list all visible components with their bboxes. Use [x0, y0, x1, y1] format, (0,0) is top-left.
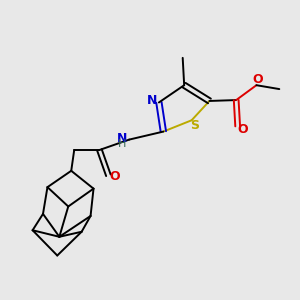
Text: N: N [117, 132, 127, 145]
Text: N: N [147, 94, 158, 107]
Text: O: O [238, 123, 248, 136]
Text: S: S [190, 119, 199, 132]
Text: O: O [110, 170, 120, 183]
Text: H: H [118, 140, 126, 149]
Text: O: O [252, 74, 262, 86]
